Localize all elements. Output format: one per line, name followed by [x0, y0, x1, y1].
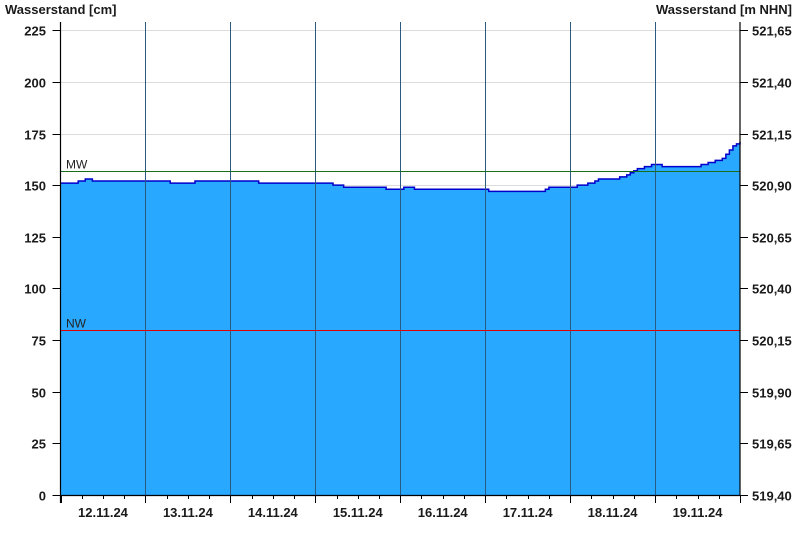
right-y-tick-label: 519,90 — [752, 386, 792, 401]
right-y-tick-label: 520,40 — [752, 282, 792, 297]
right-y-tick-label: 521,65 — [752, 24, 792, 39]
left-y-tick-label: 75 — [32, 334, 46, 349]
right-y-tick-label: 520,65 — [752, 231, 792, 246]
x-tick-label: 12.11.24 — [78, 505, 129, 520]
left-y-tick-label: 150 — [24, 179, 46, 194]
left-axis-title: Wasserstand [cm] — [5, 2, 117, 17]
ref-label-nw: NW — [66, 317, 87, 331]
right-y-tick-label: 521,40 — [752, 76, 792, 91]
x-tick-label: 13.11.24 — [163, 505, 214, 520]
x-tick-label: 14.11.24 — [248, 505, 299, 520]
left-y-tick-label: 175 — [24, 128, 46, 143]
x-tick-label: 18.11.24 — [588, 505, 639, 520]
left-y-tick-label: 0 — [39, 489, 46, 504]
right-y-tick-label: 520,15 — [752, 334, 792, 349]
right-y-tick-label: 519,65 — [752, 437, 792, 452]
right-y-tick-label: 519,40 — [752, 489, 792, 504]
left-y-tick-label: 50 — [32, 386, 46, 401]
left-y-tick-label: 225 — [24, 24, 46, 39]
left-y-tick-label: 125 — [24, 231, 46, 246]
ref-label-mw: MW — [66, 158, 88, 172]
x-tick-label: 16.11.24 — [418, 505, 469, 520]
x-tick-label: 15.11.24 — [333, 505, 384, 520]
right-y-tick-label: 520,90 — [752, 179, 792, 194]
right-axis-title: Wasserstand [m NHN] — [656, 2, 792, 17]
x-tick-label: 19.11.24 — [673, 505, 724, 520]
right-y-tick-label: 521,15 — [752, 128, 792, 143]
left-y-tick-label: 25 — [32, 437, 46, 452]
x-tick-label: 17.11.24 — [503, 505, 554, 520]
left-y-tick-label: 200 — [24, 76, 46, 91]
left-y-tick-label: 100 — [24, 282, 46, 297]
water-level-line — [60, 141, 741, 193]
